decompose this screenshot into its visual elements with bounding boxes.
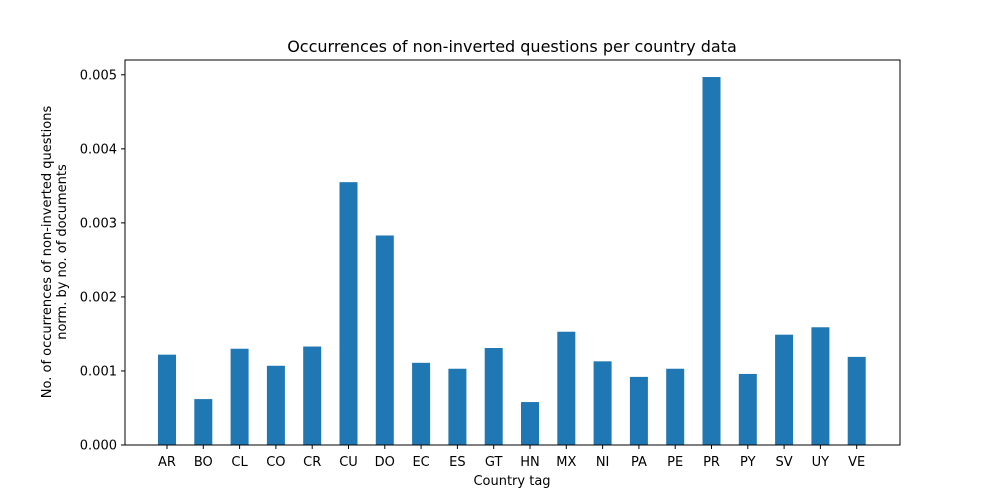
bar-bo — [194, 399, 213, 445]
x-tick-label-do: DO — [375, 455, 395, 470]
bar-uy — [811, 327, 830, 445]
x-tick-label-ni: NI — [596, 455, 610, 470]
y-tick-label: 0.003 — [80, 216, 117, 231]
x-tick-label-ar: AR — [158, 455, 176, 470]
x-tick-label-pr: PR — [703, 455, 720, 470]
x-tick-label-ve: VE — [848, 455, 865, 470]
bar-cu — [339, 182, 358, 446]
x-tick-label-uy: UY — [812, 455, 830, 470]
x-tick-label-sv: SV — [776, 455, 793, 470]
y-axis: 0.000 0.001 0.002 0.003 0.004 0.005 — [80, 68, 125, 454]
bar-mx — [557, 331, 576, 445]
y-tick-label: 0.001 — [80, 364, 117, 379]
plot-area-frame — [124, 59, 901, 446]
bar-ni — [593, 361, 612, 445]
x-tick-label-pa: PA — [631, 455, 647, 470]
bar-hn — [521, 402, 539, 445]
x-tick-label-py: PY — [740, 455, 756, 470]
bar-gt — [484, 348, 503, 445]
x-tick-label-mx: MX — [556, 455, 576, 470]
y-tick-label: 0.004 — [80, 142, 117, 157]
x-tick-label-cl: CL — [231, 455, 248, 470]
x-tick-label-cr: CR — [303, 455, 321, 470]
x-tick-label-co: CO — [266, 455, 285, 470]
bar-ec — [412, 362, 431, 445]
bar-do — [375, 235, 394, 445]
y-axis-label-line-2: norm. by no. of documents — [55, 164, 70, 340]
bar-pa — [629, 376, 648, 445]
y-tick-label: 0.000 — [80, 439, 117, 454]
x-tick-label-hn: HN — [520, 455, 540, 470]
x-tick-label-ec: EC — [412, 455, 429, 470]
bar-sv — [775, 334, 794, 445]
bar-cl — [230, 348, 249, 445]
y-tick-label: 0.002 — [80, 290, 117, 305]
bar-pr — [702, 77, 721, 446]
x-tick-label-pe: PE — [667, 455, 683, 470]
bar-ve — [847, 356, 866, 445]
bar-ar — [158, 354, 176, 445]
x-tick-label-es: ES — [449, 455, 465, 470]
bar-pe — [666, 368, 685, 445]
bar-cr — [303, 346, 322, 445]
y-axis-label-group: No. of occurrences of non-inverted quest… — [40, 106, 70, 399]
chart-title: Occurrences of non-inverted questions pe… — [287, 37, 737, 56]
x-tick-label-bo: BO — [194, 455, 213, 470]
y-tick-label: 0.005 — [80, 68, 117, 83]
x-tick-label-cu: CU — [339, 455, 358, 470]
x-axis-label: Country tag — [473, 474, 550, 489]
x-tick-label-gt: GT — [485, 455, 503, 470]
x-axis: AR BO CL CO CR CU DO EC ES GT HN MX NI PA PE PR PY SV UY VE — [158, 445, 865, 470]
y-axis-label-line-1: No. of occurrences of non-inverted quest… — [40, 106, 55, 399]
bar-py — [738, 373, 757, 445]
bars-group — [158, 77, 866, 446]
bar-es — [448, 368, 467, 445]
bar-co — [266, 365, 285, 445]
